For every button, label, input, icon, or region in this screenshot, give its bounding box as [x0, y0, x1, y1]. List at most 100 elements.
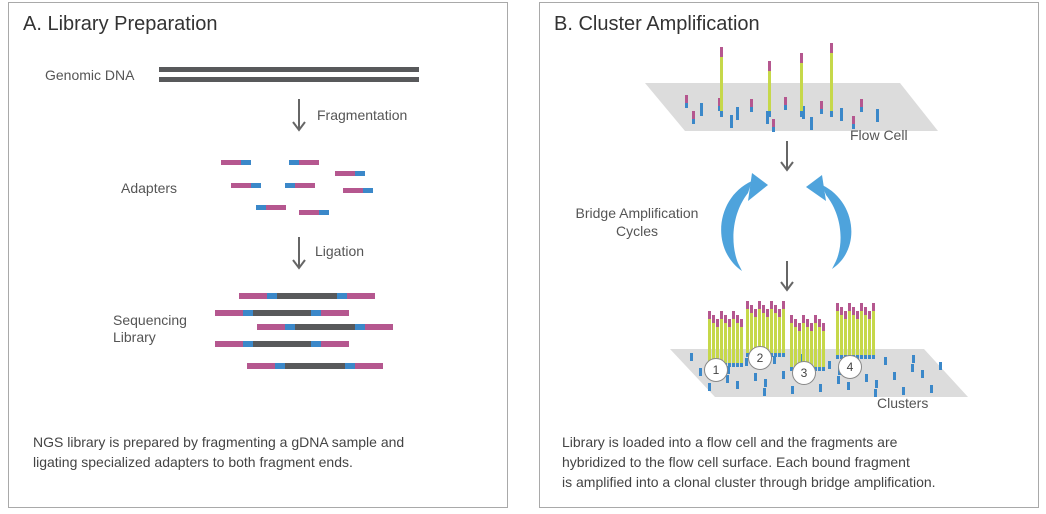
surface-fragment	[791, 386, 794, 394]
surface-fragment	[773, 356, 776, 364]
surface-fragment	[736, 107, 739, 115]
bridge-amplification-label-line-1: Bridge Amplification	[575, 205, 699, 221]
strand-insert	[720, 319, 723, 363]
library-adapter-blue	[285, 324, 295, 330]
fragmentation-label: Fragmentation	[317, 107, 408, 123]
adapter-pink-segment	[335, 171, 355, 176]
strand-adapter	[802, 315, 805, 323]
surface-fragment	[718, 106, 721, 111]
adapter-pink-segment	[295, 183, 315, 188]
surface-fragment	[911, 364, 914, 372]
surface-fragment	[930, 385, 933, 393]
strand-insert	[800, 63, 803, 111]
strand-insert	[750, 313, 753, 353]
clusters-flow-cell-surface	[670, 349, 968, 397]
strand-adapter	[778, 353, 781, 357]
adapter-blue-segment	[241, 160, 251, 165]
library-adapter-pink	[347, 293, 375, 299]
adapter-pink-segment	[231, 183, 251, 188]
surface-fragment	[876, 109, 879, 117]
surface-fragment	[820, 109, 823, 114]
strand-adapter	[768, 61, 771, 71]
surface-fragment	[764, 379, 767, 387]
bridge-amplification-label-line-2: Cycles	[615, 223, 658, 239]
strand-adapter	[774, 353, 777, 357]
strand-insert	[844, 319, 847, 355]
library-preparation-panel: A. Library Preparation Genomic DNA Fragm…	[8, 2, 508, 508]
adapter-blue-segment	[289, 160, 299, 165]
strand-adapter	[724, 315, 727, 323]
adapter-pink-segment	[299, 160, 319, 165]
surface-fragment	[784, 105, 787, 110]
library-adapter-pink	[215, 310, 243, 316]
genomic-dna-label: Genomic DNA	[45, 67, 135, 83]
library-adapter-pink	[215, 341, 243, 347]
strand-adapter	[746, 301, 749, 309]
strand-adapter	[746, 353, 749, 357]
down-arrow-icon	[780, 261, 794, 292]
genomic-dna-strand-bottom	[159, 77, 419, 82]
caption-line: Library is loaded into a flow cell and t…	[562, 434, 898, 450]
strand-adapter	[868, 311, 871, 319]
flow-cell-fragments	[685, 95, 879, 132]
strand-insert	[774, 313, 777, 353]
flow-cell-surface	[645, 83, 938, 131]
surface-fragment	[820, 101, 823, 109]
strand-adapter	[782, 353, 785, 357]
strand-insert	[872, 311, 875, 355]
cycle-arrow-left-head-icon	[748, 173, 768, 201]
strand-adapter	[790, 367, 793, 371]
surface-fragment	[852, 116, 855, 124]
library-adapter-blue	[337, 293, 347, 299]
surface-fragment	[837, 376, 840, 384]
strand-insert	[840, 315, 843, 355]
cluster-amplification-caption: Library is loaded into a flow cell and t…	[562, 432, 936, 492]
library-adapter-blue	[275, 363, 285, 369]
strand-insert	[790, 323, 793, 367]
adapter-pink-segment	[221, 160, 241, 165]
library-adapter-pink	[321, 341, 349, 347]
library-adapter-blue	[243, 341, 253, 347]
surface-fragment	[884, 357, 887, 365]
strand-insert	[806, 327, 809, 367]
surface-fragment	[893, 372, 896, 380]
adapters-group	[221, 160, 373, 215]
strand-adapter	[868, 355, 871, 359]
adapter-pink-segment	[343, 188, 363, 193]
strand-insert	[766, 317, 769, 353]
surface-fragment	[847, 382, 850, 390]
strand-insert	[768, 71, 771, 111]
library-adapter-blue	[311, 341, 321, 347]
surface-fragment	[876, 117, 879, 122]
strand-insert	[848, 311, 851, 355]
strand-adapter	[708, 311, 711, 319]
strand-insert	[732, 319, 735, 363]
surface-fragment	[692, 119, 695, 124]
caption-line: ligating specialized adapters to both fr…	[33, 454, 353, 470]
strand-adapter	[810, 323, 813, 331]
strand-adapter	[768, 111, 771, 117]
strand-adapter	[732, 363, 735, 367]
surface-fragment	[912, 355, 915, 363]
strand-insert	[822, 331, 825, 367]
strand-adapter	[720, 47, 723, 57]
surface-fragment	[718, 98, 721, 106]
surface-fragment	[690, 353, 693, 361]
strand-insert	[746, 309, 749, 353]
cluster-number-badge: 2	[748, 346, 772, 370]
strand-adapter	[728, 319, 731, 327]
strand-insert	[836, 311, 839, 355]
strand-adapter	[830, 111, 833, 117]
library-preparation-caption: NGS library is prepared by fragmenting a…	[33, 432, 404, 472]
surface-fragment	[802, 114, 805, 119]
library-insert	[285, 363, 345, 369]
library-adapter-pink	[365, 324, 393, 330]
strand-adapter	[736, 315, 739, 323]
surface-fragment	[772, 119, 775, 127]
strand-insert	[860, 311, 863, 355]
surface-fragment	[860, 99, 863, 107]
strand-adapter	[750, 305, 753, 313]
strand-insert	[754, 317, 757, 353]
strand-adapter	[720, 311, 723, 319]
surface-fragment	[750, 99, 753, 107]
